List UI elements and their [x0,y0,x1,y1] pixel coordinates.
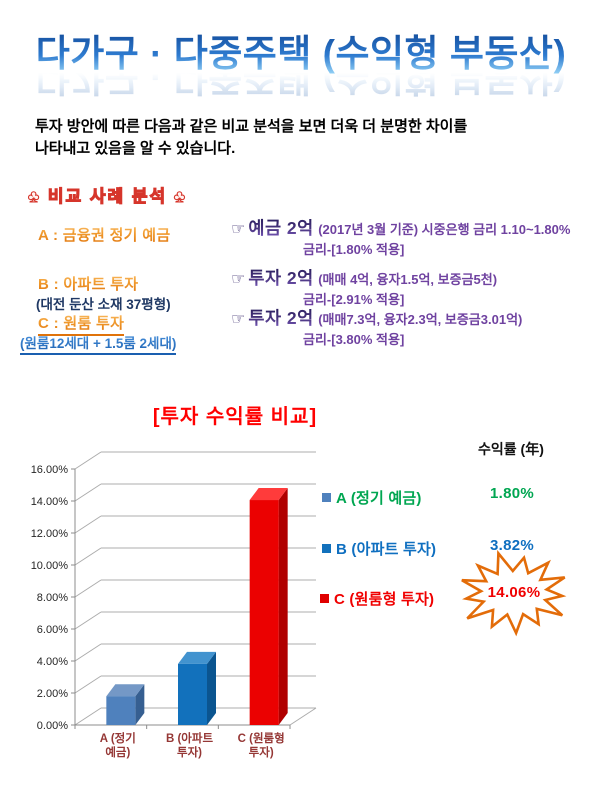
y-tick-label: 0.00% [37,720,68,732]
page-title-reflection: 다가구 · 다중주택 (수익형 부동산) [0,64,602,98]
case-b-content: ☞ 투자 2억 (매매 4억, 융자1.5억, 보증금5천) 금리-[2.91% … [231,269,599,309]
chart-title: [투자 수익률 비교] [152,406,318,428]
bar-0 [106,696,136,725]
legend-value-b: 3.82% [490,537,535,554]
intro-paragraph: 투자 방안에 따른 다음과 같은 비교 분석을 보면 더욱 더 분명한 차이를 … [35,116,575,160]
case-c-content: ☞ 투자 2억 (매매7.3억, 융자2.3억, 보증금3.01억) 금리-[3.… [231,309,599,349]
y-tick-label: 14.00% [31,496,69,508]
legend-header: 수익률 (年) [478,441,544,457]
legend-label-a: A (정기 예금) [336,490,422,507]
case-a-label: A : 금융권 정기 예금 [38,224,170,245]
gridline-diagonal [74,675,102,694]
gridline-diagonal [74,611,102,630]
case-b-detail: (매매 4억, 융자1.5억, 보증금5천) [318,272,498,287]
x-category-label: A (정기 [100,731,136,745]
case-c-amount: 투자 2억 [248,308,314,328]
legend-marker-c [320,594,329,603]
bar-side-2 [278,488,288,725]
pointing-hand-icon: ☞ [231,271,246,288]
gridline-diagonal [74,643,102,662]
case-a-rate: 금리-[1.80% 적용] [303,242,405,257]
x-category-label: B (아파트 [166,731,213,745]
legend-item-b: B (아파트 투자) [322,538,436,559]
gridline-diagonal [74,451,102,470]
gridline-diagonal [74,707,102,726]
gridline-diagonal [74,483,102,502]
bar-2 [249,500,279,725]
case-c-detail: (매매7.3억, 융자2.3억, 보증금3.01억) [318,312,523,327]
gridline-diagonal [74,547,102,566]
y-tick-label: 4.00% [37,656,68,668]
y-tick-label: 2.00% [37,688,68,700]
case-c-label: C : 원룸 투자 [38,312,125,336]
y-tick-label: 16.00% [31,464,69,476]
legend-value-c: 14.06% [487,584,541,601]
case-b-sublabel: (대전 둔산 소재 37평형) [36,297,171,312]
bar-top-2 [249,488,288,501]
case-a-amount: 예금 2억 [248,218,314,238]
bar-chart: 0.00% 2.00% 4.00% 6.00% 8.00% 10.00% 12.00% 14.… [31,451,317,759]
page-title-block: 다가구 · 다중주택 (수익형 부동산) 다가구 · 다중주택 (수익형 부동산… [0,33,602,98]
case-b-rate: 금리-[2.91% 적용] [303,292,405,307]
page-title: 다가구 · 다중주택 (수익형 부동산) [0,33,602,76]
legend-item-a: A (정기 예금) [322,487,422,508]
section-header-comparison: ♣ 비교 사례 분석 ♣ [27,186,188,206]
legend-value-a: 1.80% [490,485,535,502]
x-category-label: 투자) [177,745,202,759]
case-b-amount: 투자 2억 [248,268,314,288]
pointing-hand-icon: ☞ [231,221,246,238]
gridline-diagonal [74,515,102,534]
intro-line-1: 투자 방안에 따른 다음과 같은 비교 분석을 보면 더욱 더 분명한 차이를 [35,118,468,135]
starburst-outline [461,549,567,637]
y-tick-label: 8.00% [37,592,68,604]
y-tick-label: 6.00% [37,624,68,636]
bar-1 [178,663,207,725]
case-b-label: B : 아파트 투자 [38,273,138,294]
legend-label-b: B (아파트 투자) [336,541,437,558]
x-category-label: 투자) [249,745,274,759]
legend-label-c: C (원룸형 투자) [334,591,435,608]
legend-marker-a [322,493,331,502]
x-category-label: C (원룸형 [238,731,285,745]
y-tick-label: 12.00% [31,528,69,540]
case-c-sublabel: (원룸12세대 + 1.5룸 2세대) [20,332,177,355]
intro-line-2: 나타내고 있음을 알 수 있습니다. [35,140,236,157]
bar-side-1 [207,651,216,725]
case-a-detail: (2017년 3월 기준) 시중은행 금리 1.10~1.80% [318,222,571,237]
bar-top-1 [178,651,216,664]
pointing-hand-icon: ☞ [231,311,246,328]
starburst-shape [461,549,567,637]
y-tick-label: 10.00% [31,560,69,572]
legend-marker-b [322,544,331,553]
gridline-diagonal [74,579,102,598]
case-c-rate: 금리-[3.80% 적용] [303,332,405,347]
floor-right-edge [289,707,317,726]
legend-item-c: C (원룸형 투자) [320,588,434,609]
bar-side-0 [135,684,145,725]
case-a-content: ☞ 예금 2억 (2017년 3월 기준) 시중은행 금리 1.10~1.80% … [231,219,599,259]
x-category-label: 예금) [105,745,130,759]
bar-top-0 [106,684,145,697]
